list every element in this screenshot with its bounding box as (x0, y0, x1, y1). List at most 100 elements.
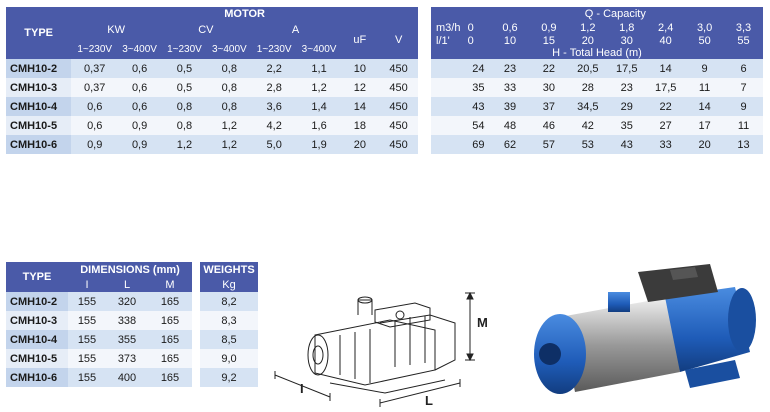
weight-cell: 9,0 (221, 352, 237, 365)
weights-table: WEIGHTS Kg 8,2 8,3 8,5 9,0 9,2 (200, 262, 258, 387)
cell: 165 (160, 371, 180, 384)
table-row: 24 23 22 20,5 17,5 14 9 6 (431, 59, 763, 78)
dimension-l-line (379, 379, 461, 407)
cell: 0,5 (176, 62, 193, 75)
cell: 14 (698, 100, 711, 113)
cell: 338 (117, 314, 137, 327)
pump-dimension-drawing: M I L (274, 291, 488, 408)
cell: 33 (659, 138, 672, 151)
table-row: CMH10-3 155 338 165 (6, 311, 192, 330)
cell: 0,6 (131, 81, 148, 94)
pump-outlet (608, 292, 630, 312)
cell: 14 (659, 62, 672, 75)
row-type: CMH10-2 (6, 59, 72, 78)
cell: 9 (701, 62, 708, 75)
table-row: CMH10-2 155 320 165 (6, 292, 192, 311)
cell: 450 (389, 62, 408, 75)
cell: 0,37 (84, 81, 106, 94)
type-header: TYPE (22, 271, 52, 283)
cell: 22 (659, 100, 672, 113)
cell: 46 (542, 119, 556, 132)
cell: 22 (542, 62, 556, 75)
cell: 14 (353, 100, 366, 113)
capacity-header: Q - Capacity (584, 8, 646, 20)
q-value: 1,8 (619, 21, 635, 34)
uf-header: uF (353, 34, 367, 46)
table-row: CMH10-3 0,37 0,6 0,5 0,8 2,8 1,2 12 450 (6, 78, 418, 97)
q-value: 3,0 (696, 21, 713, 34)
cell: 1,2 (311, 81, 327, 94)
cell: 57 (542, 138, 556, 151)
pump-base (685, 360, 740, 388)
cell: 0,8 (221, 81, 237, 94)
cell: 1,2 (176, 138, 193, 151)
cell: 3,6 (266, 100, 282, 113)
cell: 0,6 (131, 62, 148, 75)
table-row: 35 33 30 28 23 17,5 11 7 (431, 78, 763, 97)
cell: 355 (117, 333, 137, 346)
q-value: 0 (467, 34, 474, 47)
weight-cell: 9,2 (221, 371, 237, 384)
cell: 29 (620, 100, 633, 113)
cell: 20,5 (577, 62, 599, 75)
cell: 54 (472, 119, 485, 132)
cv-header: CV (198, 24, 214, 36)
sub-header: 3~400V (301, 43, 337, 55)
terminal-box (374, 302, 431, 328)
cell: 24 (472, 62, 485, 75)
cell: 165 (160, 352, 180, 365)
cell: 13 (737, 138, 750, 151)
cell: 39 (503, 100, 517, 113)
kg-header: Kg (222, 279, 236, 291)
q-value: 15 (542, 34, 556, 47)
cell: 28 (581, 81, 594, 94)
table-row: CMH10-6 0,9 0,9 1,2 1,2 5,0 1,9 20 450 (6, 135, 418, 154)
cell: 34,5 (577, 100, 599, 113)
cell: 165 (160, 314, 180, 327)
cell: 9 (740, 100, 747, 113)
cell: 155 (77, 352, 97, 365)
label-m: M (477, 315, 488, 330)
cell: 4,2 (266, 119, 282, 132)
cell: 1,9 (311, 138, 327, 151)
cell: 450 (389, 100, 408, 113)
i-header: I (85, 279, 89, 291)
cell: 18 (353, 119, 366, 132)
type-header: TYPE (6, 7, 72, 59)
v-header: V (394, 34, 403, 46)
q-value: 2,4 (658, 21, 674, 34)
pump-outline (314, 319, 436, 386)
cell: 1,6 (311, 119, 327, 132)
cell: 2,8 (266, 81, 282, 94)
cell: 23 (620, 81, 633, 94)
cell: 35 (620, 119, 633, 132)
terminal-box (638, 264, 718, 302)
dimensions-table: TYPE DIMENSIONS (mm) I L M CMH10-2 155 3… (6, 262, 192, 387)
cell: 43 (620, 138, 633, 151)
cell: 0,6 (131, 100, 148, 113)
sub-header: 3~400V (211, 43, 247, 55)
unit-m3h: m3/h (436, 21, 461, 34)
cell: 0,6 (87, 100, 103, 113)
dimension-i-line (274, 371, 331, 401)
cell: 0,9 (131, 138, 148, 151)
cell: 10 (353, 62, 366, 75)
l-header: L (123, 279, 131, 291)
cell: 23 (503, 62, 517, 75)
cell: 43 (472, 100, 485, 113)
q-value: 50 (698, 34, 711, 47)
cell: 42 (581, 119, 594, 132)
a-header: A (291, 24, 300, 36)
cell: 6 (740, 62, 747, 75)
cell: 17,5 (654, 81, 677, 94)
row-type: CMH10-2 (6, 292, 68, 311)
sub-header: 1~230V (77, 43, 113, 55)
motor-header: MOTOR (224, 8, 265, 20)
sub-header: 3~400V (122, 43, 157, 55)
cell: 17,5 (616, 62, 638, 75)
row-type: CMH10-5 (6, 349, 68, 368)
kw-header: KW (107, 24, 125, 36)
head-header: H - Total Head (m) (552, 47, 642, 59)
q-value: 10 (503, 34, 517, 47)
cell: 11 (698, 81, 711, 94)
